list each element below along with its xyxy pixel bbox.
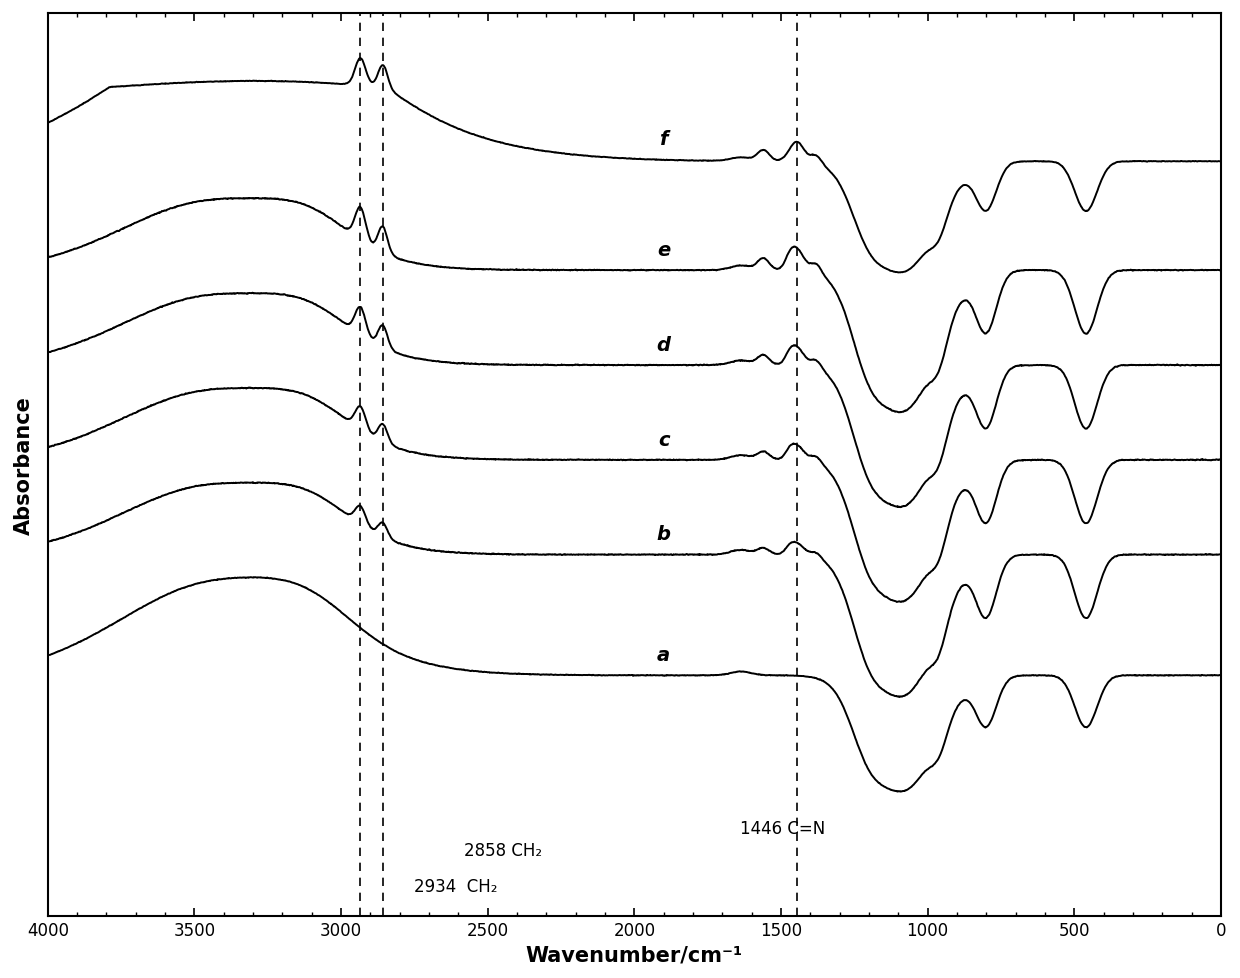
Y-axis label: Absorbance: Absorbance (14, 395, 33, 534)
Text: c: c (658, 430, 670, 449)
Text: a: a (657, 645, 670, 665)
Text: b: b (657, 525, 671, 544)
Text: e: e (657, 241, 671, 259)
Text: 2858 CH₂: 2858 CH₂ (464, 841, 542, 860)
X-axis label: Wavenumber/cm⁻¹: Wavenumber/cm⁻¹ (526, 944, 743, 964)
Text: d: d (657, 335, 671, 354)
Text: 1446 C=N: 1446 C=N (740, 819, 825, 837)
Text: f: f (660, 130, 668, 150)
Text: 2934  CH₂: 2934 CH₂ (414, 877, 498, 896)
